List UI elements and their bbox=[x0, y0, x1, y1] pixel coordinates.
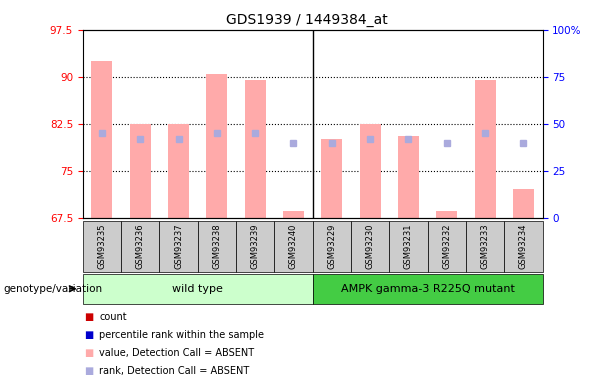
Text: ■: ■ bbox=[84, 348, 94, 358]
Text: percentile rank within the sample: percentile rank within the sample bbox=[99, 330, 264, 340]
Text: GSM93234: GSM93234 bbox=[519, 224, 528, 269]
Text: GSM93237: GSM93237 bbox=[174, 224, 183, 269]
Text: GSM93236: GSM93236 bbox=[135, 224, 145, 269]
Bar bbox=[398, 136, 419, 218]
Text: rank, Detection Call = ABSENT: rank, Detection Call = ABSENT bbox=[99, 366, 249, 375]
Text: GSM93238: GSM93238 bbox=[212, 224, 221, 269]
Bar bbox=[474, 80, 495, 218]
Text: GSM93231: GSM93231 bbox=[404, 224, 413, 269]
Text: GSM93235: GSM93235 bbox=[97, 224, 107, 269]
Text: AMPK gamma-3 R225Q mutant: AMPK gamma-3 R225Q mutant bbox=[341, 284, 514, 294]
Bar bbox=[321, 140, 342, 218]
Text: wild type: wild type bbox=[172, 284, 223, 294]
Bar bbox=[207, 74, 227, 217]
Bar bbox=[360, 124, 381, 218]
Bar bbox=[91, 61, 112, 217]
Text: GDS1939 / 1449384_at: GDS1939 / 1449384_at bbox=[226, 13, 387, 27]
Text: GSM93230: GSM93230 bbox=[365, 224, 375, 269]
Bar bbox=[513, 189, 534, 217]
Text: value, Detection Call = ABSENT: value, Detection Call = ABSENT bbox=[99, 348, 254, 358]
Text: GSM93240: GSM93240 bbox=[289, 224, 298, 269]
Text: genotype/variation: genotype/variation bbox=[3, 284, 102, 294]
Text: GSM93233: GSM93233 bbox=[481, 224, 490, 269]
Text: GSM93229: GSM93229 bbox=[327, 224, 337, 269]
Text: ■: ■ bbox=[84, 366, 94, 375]
Text: GSM93239: GSM93239 bbox=[251, 224, 260, 269]
Bar bbox=[168, 124, 189, 218]
Bar bbox=[436, 211, 457, 217]
Text: GSM93232: GSM93232 bbox=[442, 224, 451, 269]
Bar bbox=[283, 211, 304, 217]
Bar bbox=[130, 124, 151, 218]
Text: ■: ■ bbox=[84, 312, 94, 322]
Bar bbox=[245, 80, 265, 218]
Text: ■: ■ bbox=[84, 330, 94, 340]
Text: count: count bbox=[99, 312, 127, 322]
